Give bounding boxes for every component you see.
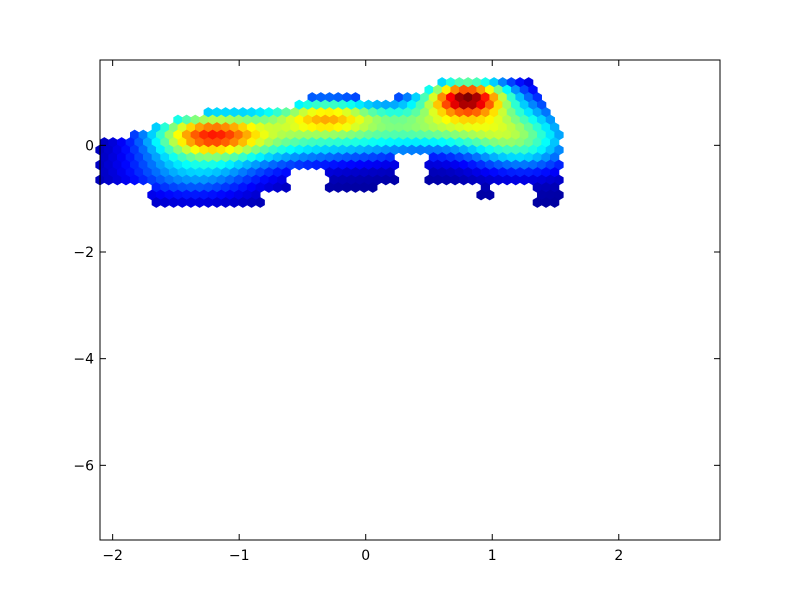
hexbin-cell (502, 174, 512, 186)
x-axis-ticks: −2 −1 0 1 2 (102, 60, 623, 564)
hexbin-cell (203, 197, 213, 208)
hexbin-cell (389, 174, 400, 186)
hexbin-cell (407, 144, 417, 156)
hexbin-cell (121, 174, 131, 186)
hexbin-cell (138, 174, 148, 186)
hexbin-cell (194, 197, 205, 208)
hexbin-cell (264, 182, 274, 193)
hexbin-cell (238, 197, 248, 208)
hexbin-cell (246, 197, 257, 208)
hexbin-cells (95, 77, 564, 208)
hexbin-cell (493, 174, 504, 186)
hexbin-cell (459, 174, 469, 186)
y-tick-label: 0 (85, 138, 94, 154)
hexbin-cell (281, 182, 291, 193)
x-tick-label: −2 (102, 548, 123, 564)
hexbin-cell (541, 197, 551, 208)
hexbin-cell (550, 197, 560, 208)
x-tick-label: −1 (229, 548, 250, 564)
hexbin-cell (519, 174, 529, 186)
hexbin-cell (151, 197, 161, 208)
hexbin-cell (272, 182, 283, 193)
hexbin-cell (160, 197, 170, 208)
hexbin-cell (415, 144, 426, 156)
hexbin-cell (511, 174, 521, 186)
y-axis-ticks: 0 −2 −4 −6 (73, 138, 720, 474)
hexbin-cell (324, 182, 335, 193)
hexbin-cell (476, 189, 486, 201)
hexbin-cell (450, 174, 460, 186)
hexbin-cell (441, 174, 452, 186)
plot-area-frame (99, 59, 721, 541)
x-tick-label: 2 (614, 548, 623, 564)
hexbin-cell (130, 174, 140, 186)
y-tick-label: −6 (73, 458, 94, 474)
hexbin-cell (294, 159, 304, 171)
y-tick-label: −2 (73, 245, 94, 261)
hexbin-cell (433, 174, 443, 186)
hexbin-cell (398, 144, 408, 156)
hexbin-cell (485, 189, 495, 201)
hexbin-cell (220, 197, 231, 208)
hexbin-cell (303, 159, 313, 171)
hexbin-cell (381, 174, 391, 186)
hexbin-cell (212, 197, 222, 208)
hexbin-cell (104, 174, 114, 186)
hexbin-cell (229, 197, 239, 208)
hexbin-cell (112, 174, 122, 186)
hexbin-cell (467, 174, 478, 186)
hexbin-cell (359, 182, 369, 193)
hexbin-cell (532, 197, 542, 208)
hexbin-cell (333, 182, 343, 193)
hexbin-cell (342, 182, 352, 193)
hexbin-cell (168, 197, 179, 208)
x-tick-label: 1 (488, 548, 497, 564)
hexbin-cell (350, 182, 361, 193)
hexbin-cell (424, 174, 434, 186)
y-tick-label: −4 (73, 352, 94, 368)
x-tick-label: 0 (361, 548, 370, 564)
hexbin-cell (255, 197, 265, 208)
hexbin-cell (177, 197, 187, 208)
hexbin-cell (311, 159, 322, 171)
hexbin-cell (368, 182, 378, 193)
hexbin-cell (186, 197, 196, 208)
